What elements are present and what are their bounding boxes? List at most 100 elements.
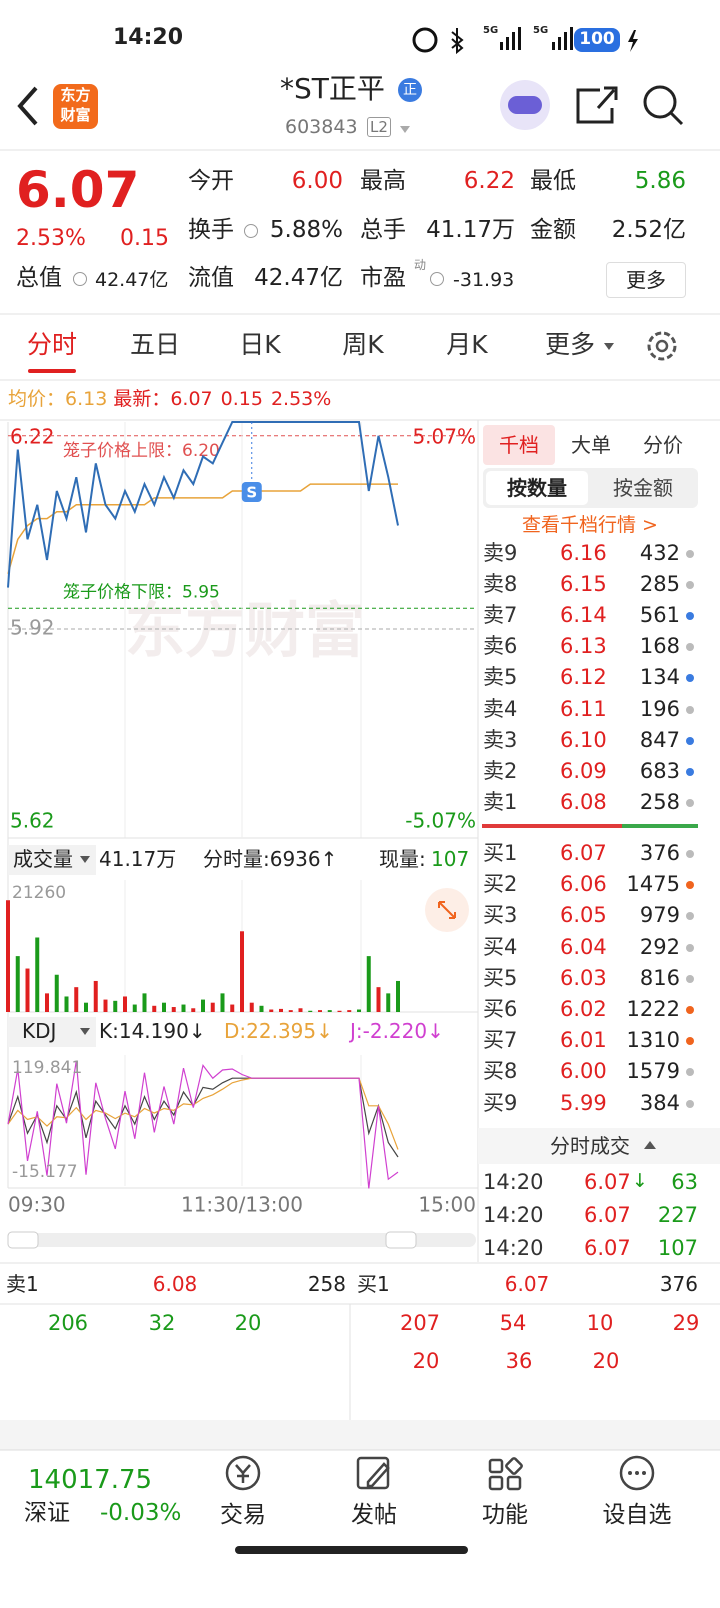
book-dot <box>686 974 694 983</box>
nav-item[interactable]: 功能 <box>482 1502 528 1528</box>
volume-bar <box>191 1008 196 1012</box>
dropdown-icon[interactable] <box>400 126 410 133</box>
trades-header-bg <box>478 1128 720 1164</box>
book-dot <box>686 581 694 590</box>
index-name: 深证 <box>24 1500 70 1526</box>
tab[interactable]: 周K <box>342 330 384 359</box>
current-label: 现量: <box>379 847 426 871</box>
settings-icon[interactable] <box>647 331 677 361</box>
nav-item[interactable]: 交易 <box>220 1502 266 1528</box>
nav-item[interactable]: 设自选 <box>602 1502 672 1528</box>
kdj-line <box>7 1060 399 1189</box>
func-icon <box>488 1458 504 1474</box>
book-tab[interactable]: 大单 <box>571 433 611 457</box>
collapse-icon[interactable] <box>644 1141 656 1149</box>
y2-tick-label: -5.07% <box>405 809 476 833</box>
field-label: 总手 <box>360 217 406 243</box>
bid-queue: 54 <box>499 1311 527 1335</box>
signal-bar <box>512 32 515 50</box>
watermark: 东方财富 <box>125 597 365 667</box>
signal-bar <box>518 27 521 50</box>
volume-bar <box>201 999 205 1012</box>
y-tick-label: 5.62 <box>10 809 55 833</box>
last-price: 6.07 <box>16 161 140 219</box>
field-value: 42.47亿 <box>254 265 343 291</box>
book-dot <box>686 1006 694 1014</box>
book-price: 6.02 <box>560 997 607 1021</box>
tab-active[interactable]: 分时 <box>26 330 77 359</box>
book-link[interactable]: 查看千档行情 > <box>522 514 658 536</box>
book-price: 6.06 <box>560 872 607 897</box>
post-icon <box>366 1462 390 1488</box>
field-superscript: 动 <box>414 258 427 272</box>
info-icon[interactable] <box>244 224 258 238</box>
book-label: 卖4 <box>483 696 518 721</box>
bid-queue: 20 <box>592 1349 620 1373</box>
current-volume: 107 <box>431 847 470 871</box>
tab[interactable]: 五日 <box>129 330 180 359</box>
volume-bar <box>288 1010 293 1012</box>
bid-price: 6.07 <box>504 1272 550 1296</box>
tab[interactable]: 月K <box>446 330 488 359</box>
latest-value: 6.07 <box>170 388 213 410</box>
mode-active[interactable]: 按数量 <box>486 471 588 505</box>
book-volume: 1475 <box>626 872 680 897</box>
tab[interactable]: 日K <box>239 330 281 359</box>
field-label: 金额 <box>530 217 576 243</box>
book-volume: 292 <box>639 934 680 959</box>
book-dot <box>686 943 694 952</box>
book-tab[interactable]: 分价 <box>643 433 683 457</box>
book-volume: 168 <box>639 634 680 659</box>
level-badge: L2 <box>367 117 391 137</box>
volume-bar <box>35 937 40 1012</box>
book-tab-active[interactable]: 千档 <box>483 425 555 465</box>
logo[interactable]: 东方 财富 <box>53 84 98 129</box>
volume-total: 41.17万 <box>99 847 177 871</box>
volume-bar <box>113 1000 118 1012</box>
volume-bar <box>15 956 20 1012</box>
trade-icon <box>225 1455 261 1491</box>
book-price: 6.09 <box>560 758 607 783</box>
scroll-handle[interactable] <box>7 1231 39 1249</box>
book-price: 6.08 <box>560 789 607 814</box>
book-price: 6.12 <box>560 665 607 690</box>
field-value: 6.00 <box>291 168 343 194</box>
ask-queue: 206 <box>47 1311 89 1335</box>
volume-bar <box>337 1010 342 1012</box>
book-volume: 196 <box>639 696 680 721</box>
y-tick-label: -15.177 <box>12 1162 78 1182</box>
book-dot <box>686 1037 694 1046</box>
book-price: 6.11 <box>560 696 607 721</box>
avatar-face <box>508 96 542 114</box>
func-icon <box>488 1475 504 1491</box>
search-icon[interactable] <box>643 85 677 119</box>
book-dot <box>686 674 694 683</box>
book-label: 买6 <box>483 997 518 1021</box>
field-label: 换手 <box>188 217 234 243</box>
more-button[interactable]: 更多 <box>606 262 686 298</box>
info-icon[interactable] <box>430 272 444 286</box>
nav-item[interactable]: 发帖 <box>351 1502 397 1528</box>
status-icons <box>412 27 638 55</box>
info-icon[interactable] <box>73 272 87 286</box>
back-icon[interactable] <box>17 86 38 126</box>
book-dot <box>686 550 694 558</box>
settings-icon <box>655 339 669 353</box>
book-label: 卖7 <box>483 603 518 628</box>
signal-bar <box>506 37 509 50</box>
nav-icons <box>225 1455 655 1491</box>
mode[interactable]: 按金额 <box>613 476 673 500</box>
tab[interactable]: 更多 <box>544 330 595 359</box>
field-value: 5.86 <box>634 168 686 194</box>
field-value: 2.52亿 <box>611 217 686 243</box>
volume-bar <box>298 1008 303 1012</box>
y-tick-label: 21260 <box>12 883 66 903</box>
scroll-handle[interactable] <box>385 1231 417 1249</box>
book-price: 6.01 <box>560 1028 607 1053</box>
share-icon[interactable] <box>576 86 618 124</box>
field-label: 今开 <box>188 168 234 194</box>
avg-label: 均价： <box>8 388 66 410</box>
expand-icon <box>438 901 456 919</box>
field-value: 6.22 <box>463 168 515 194</box>
